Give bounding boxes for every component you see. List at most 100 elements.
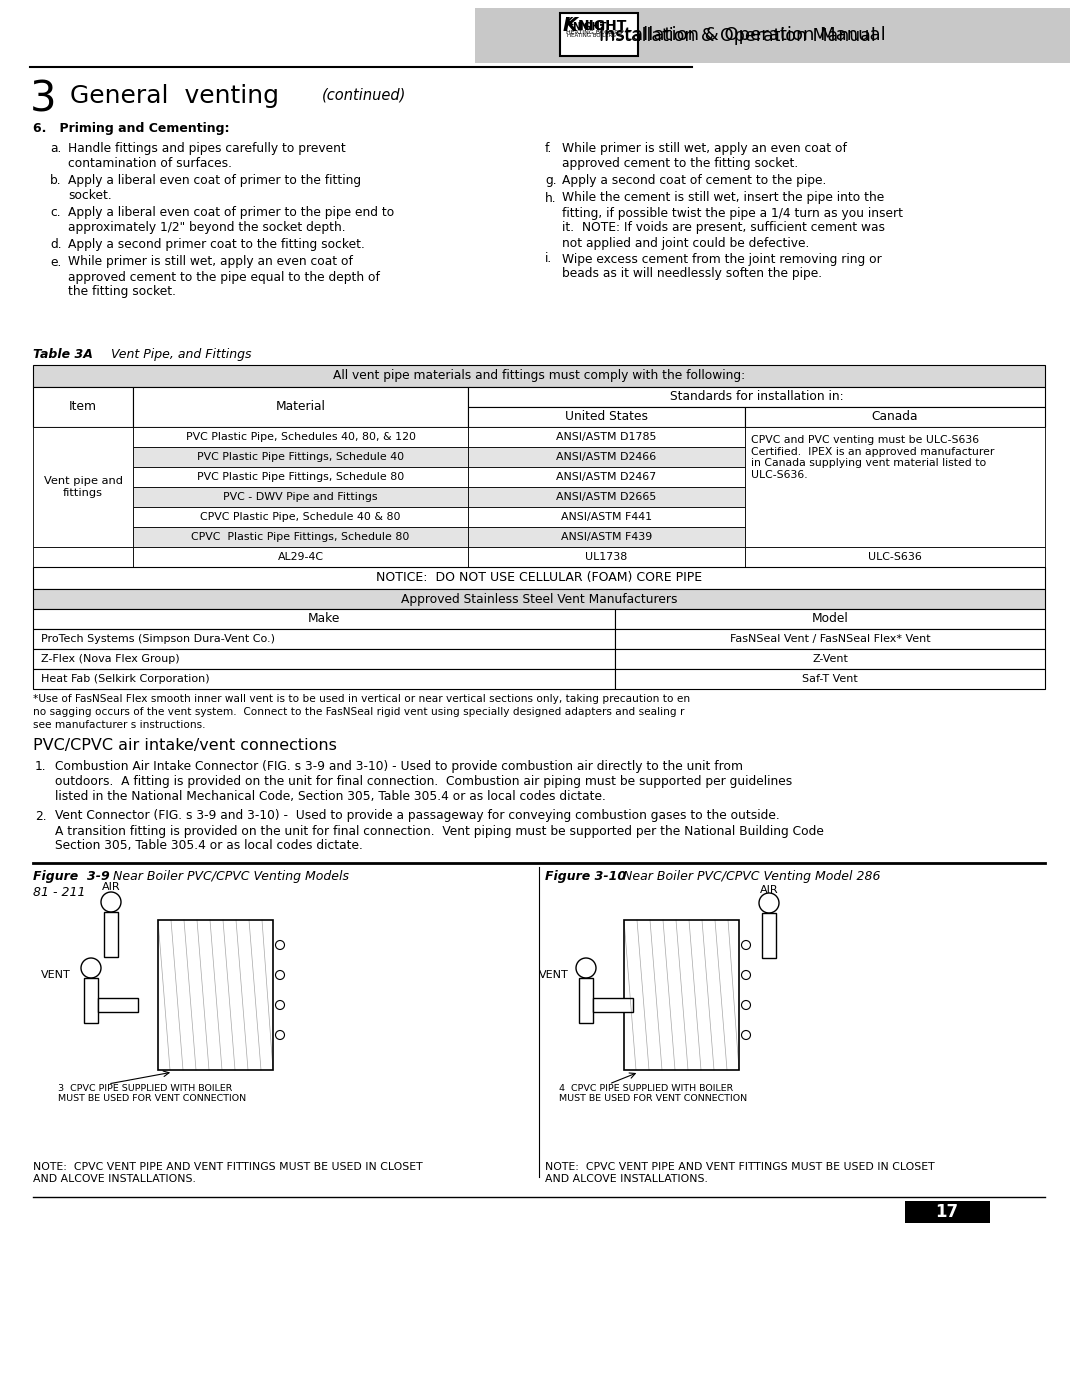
Text: g.: g. xyxy=(545,175,556,187)
Text: CPVC  Plastic Pipe Fittings, Schedule 80: CPVC Plastic Pipe Fittings, Schedule 80 xyxy=(191,532,409,542)
Text: PVC - DWV Pipe and Fittings: PVC - DWV Pipe and Fittings xyxy=(224,492,378,502)
Text: i.: i. xyxy=(545,253,552,265)
Text: All vent pipe materials and fittings must comply with the following:: All vent pipe materials and fittings mus… xyxy=(333,369,745,383)
Text: Near Boiler PVC/CPVC Venting Models: Near Boiler PVC/CPVC Venting Models xyxy=(109,870,349,883)
Bar xyxy=(33,548,133,567)
Text: c.: c. xyxy=(50,205,60,219)
Bar xyxy=(615,650,1045,669)
Text: While primer is still wet, apply an even coat of
approved cement to the fitting : While primer is still wet, apply an even… xyxy=(562,142,847,170)
Bar xyxy=(33,567,1045,590)
Bar xyxy=(579,978,593,1023)
Bar xyxy=(33,590,1045,609)
Bar xyxy=(33,629,615,650)
Text: PVC Plastic Pipe Fittings, Schedule 40: PVC Plastic Pipe Fittings, Schedule 40 xyxy=(197,453,404,462)
Bar xyxy=(468,507,745,527)
Bar xyxy=(84,978,98,1023)
Text: FasNSeal Vent / FasNSeal Flex* Vent: FasNSeal Vent / FasNSeal Flex* Vent xyxy=(730,634,930,644)
Bar xyxy=(593,997,633,1011)
Bar xyxy=(561,13,638,56)
Text: 17: 17 xyxy=(935,1203,959,1221)
Text: VENT: VENT xyxy=(539,970,569,981)
Text: ANSI/ASTM D2467: ANSI/ASTM D2467 xyxy=(556,472,657,482)
Text: PVC/CPVC air intake/vent connections: PVC/CPVC air intake/vent connections xyxy=(33,738,337,753)
Text: NOTE:  CPVC VENT PIPE AND VENT FITTINGS MUST BE USED IN CLOSET
AND ALCOVE INSTAL: NOTE: CPVC VENT PIPE AND VENT FITTINGS M… xyxy=(545,1162,934,1183)
Bar xyxy=(158,921,273,1070)
Bar xyxy=(475,8,1070,63)
Text: ANSI/ASTM F439: ANSI/ASTM F439 xyxy=(561,532,652,542)
Text: 3  CPVC PIPE SUPPLIED WITH BOILER
MUST BE USED FOR VENT CONNECTION: 3 CPVC PIPE SUPPLIED WITH BOILER MUST BE… xyxy=(58,1084,246,1104)
Bar xyxy=(133,447,468,467)
Text: Apply a second primer coat to the fitting socket.: Apply a second primer coat to the fittin… xyxy=(68,237,365,251)
Bar xyxy=(624,921,739,1070)
Bar xyxy=(468,447,745,467)
Bar xyxy=(468,548,745,567)
Text: Apply a second coat of cement to the pipe.: Apply a second coat of cement to the pip… xyxy=(562,175,826,187)
Text: Vent Pipe, and Fittings: Vent Pipe, and Fittings xyxy=(107,348,252,360)
Text: no sagging occurs of the vent system.  Connect to the FasNSeal rigid vent using : no sagging occurs of the vent system. Co… xyxy=(33,707,685,717)
Text: NOTE:  CPVC VENT PIPE AND VENT FITTINGS MUST BE USED IN CLOSET
AND ALCOVE INSTAL: NOTE: CPVC VENT PIPE AND VENT FITTINGS M… xyxy=(33,1162,422,1183)
Text: K: K xyxy=(565,17,573,27)
Bar xyxy=(762,914,777,958)
Text: UL1738: UL1738 xyxy=(585,552,627,562)
Text: Model: Model xyxy=(811,612,848,626)
Bar xyxy=(33,669,615,689)
Text: Handle fittings and pipes carefully to prevent
contamination of surfaces.: Handle fittings and pipes carefully to p… xyxy=(68,142,346,170)
Text: Wipe excess cement from the joint removing ring or
beads as it will needlessly s: Wipe excess cement from the joint removi… xyxy=(562,253,881,281)
Bar xyxy=(133,387,468,427)
Text: Near Boiler PVC/CPVC Venting Model 286: Near Boiler PVC/CPVC Venting Model 286 xyxy=(619,870,880,883)
Text: AL29-4C: AL29-4C xyxy=(278,552,324,562)
Text: HEATING BOILERS: HEATING BOILERS xyxy=(567,34,616,38)
Text: 2.: 2. xyxy=(35,809,46,823)
Bar xyxy=(615,629,1045,650)
Text: Combustion Air Intake Connector (FIG. s 3-9 and 3-10) - Used to provide combusti: Combustion Air Intake Connector (FIG. s … xyxy=(55,760,793,803)
Text: Saf-T Vent: Saf-T Vent xyxy=(802,673,858,685)
Bar xyxy=(468,387,1045,407)
Text: Heat Fab (Selkirk Corporation): Heat Fab (Selkirk Corporation) xyxy=(41,673,210,685)
Text: Item: Item xyxy=(69,401,97,414)
Text: CPVC and PVC venting must be ULC-S636
Certified.  IPEX is an approved manufactur: CPVC and PVC venting must be ULC-S636 Ce… xyxy=(751,434,995,479)
Text: Installation & Operation Manual: Installation & Operation Manual xyxy=(599,27,876,45)
Text: Canada: Canada xyxy=(872,411,918,423)
Bar xyxy=(104,912,118,957)
Bar xyxy=(33,365,1045,387)
Text: NIGHT: NIGHT xyxy=(578,20,627,34)
Text: e.: e. xyxy=(50,256,62,268)
Text: CPVC Plastic Pipe, Schedule 40 & 80: CPVC Plastic Pipe, Schedule 40 & 80 xyxy=(200,511,401,522)
Text: Material: Material xyxy=(275,401,325,414)
Text: 6.   Priming and Cementing:: 6. Priming and Cementing: xyxy=(33,122,229,136)
Text: (continued): (continued) xyxy=(322,88,406,103)
Text: VENT: VENT xyxy=(41,970,71,981)
Bar xyxy=(33,427,133,548)
Text: see manufacturer s instructions.: see manufacturer s instructions. xyxy=(33,719,205,731)
Text: h.: h. xyxy=(545,191,556,204)
Text: Vent Connector (FIG. s 3-9 and 3-10) -  Used to provide a passageway for conveyi: Vent Connector (FIG. s 3-9 and 3-10) - U… xyxy=(55,809,824,852)
Bar xyxy=(468,427,745,447)
Bar xyxy=(745,548,1045,567)
Text: Installation & Operation Manual: Installation & Operation Manual xyxy=(599,27,886,43)
Text: Make: Make xyxy=(308,612,340,626)
Bar xyxy=(468,407,745,427)
Text: Z-Vent: Z-Vent xyxy=(812,654,848,664)
Text: Standards for installation in:: Standards for installation in: xyxy=(670,391,843,404)
Bar xyxy=(98,997,138,1011)
Text: K: K xyxy=(563,15,578,35)
Bar xyxy=(133,507,468,527)
Bar xyxy=(33,650,615,669)
Text: United States: United States xyxy=(565,411,648,423)
Text: d.: d. xyxy=(50,237,62,251)
Text: f.: f. xyxy=(545,142,552,155)
Text: Approved Stainless Steel Vent Manufacturers: Approved Stainless Steel Vent Manufactur… xyxy=(401,592,677,605)
Text: 4  CPVC PIPE SUPPLIED WITH BOILER
MUST BE USED FOR VENT CONNECTION: 4 CPVC PIPE SUPPLIED WITH BOILER MUST BE… xyxy=(559,1084,747,1104)
Text: a.: a. xyxy=(50,142,62,155)
Bar xyxy=(468,467,745,488)
Text: Figure  3-9: Figure 3-9 xyxy=(33,870,110,883)
Text: 3: 3 xyxy=(30,78,56,120)
Text: Figure 3-10: Figure 3-10 xyxy=(545,870,626,883)
Text: ULC-S636: ULC-S636 xyxy=(868,552,922,562)
Bar xyxy=(133,548,468,567)
Text: AIR: AIR xyxy=(102,882,120,893)
Text: While primer is still wet, apply an even coat of
approved cement to the pipe equ: While primer is still wet, apply an even… xyxy=(68,256,380,299)
Text: ANSI/ASTM D2466: ANSI/ASTM D2466 xyxy=(556,453,657,462)
Text: *Use of FasNSeal Flex smooth inner wall vent is to be used in vertical or near v: *Use of FasNSeal Flex smooth inner wall … xyxy=(33,694,690,704)
Bar xyxy=(615,609,1045,629)
